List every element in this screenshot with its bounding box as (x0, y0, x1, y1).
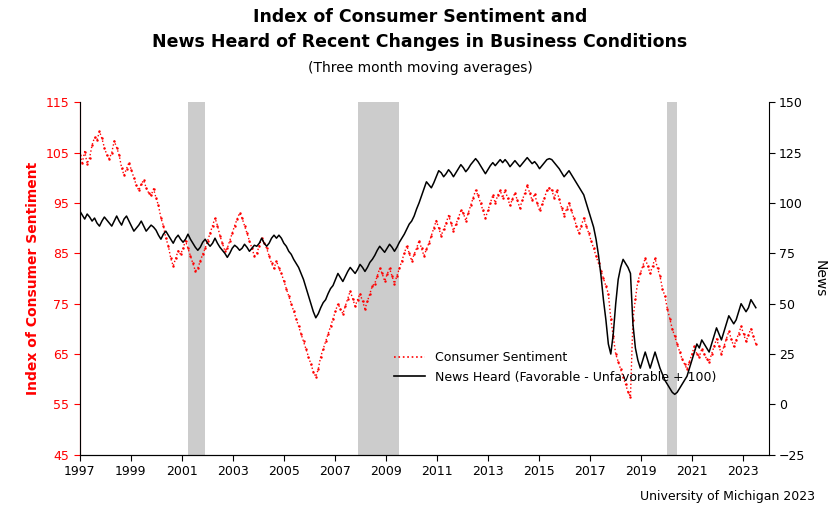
Y-axis label: Index of Consumer Sentiment: Index of Consumer Sentiment (26, 162, 40, 395)
Bar (188, 102, 205, 455)
Bar (667, 102, 677, 455)
Text: University of Michigan 2023: University of Michigan 2023 (640, 491, 815, 503)
Bar (359, 102, 399, 455)
Y-axis label: News: News (812, 260, 827, 297)
Legend: Consumer Sentiment, News Heard (Favorable - Unfavorable + 100): Consumer Sentiment, News Heard (Favorabl… (389, 346, 722, 388)
Text: News Heard of Recent Changes in Business Conditions: News Heard of Recent Changes in Business… (152, 33, 688, 51)
Text: Index of Consumer Sentiment and: Index of Consumer Sentiment and (253, 8, 587, 26)
Text: (Three month moving averages): (Three month moving averages) (307, 61, 533, 75)
